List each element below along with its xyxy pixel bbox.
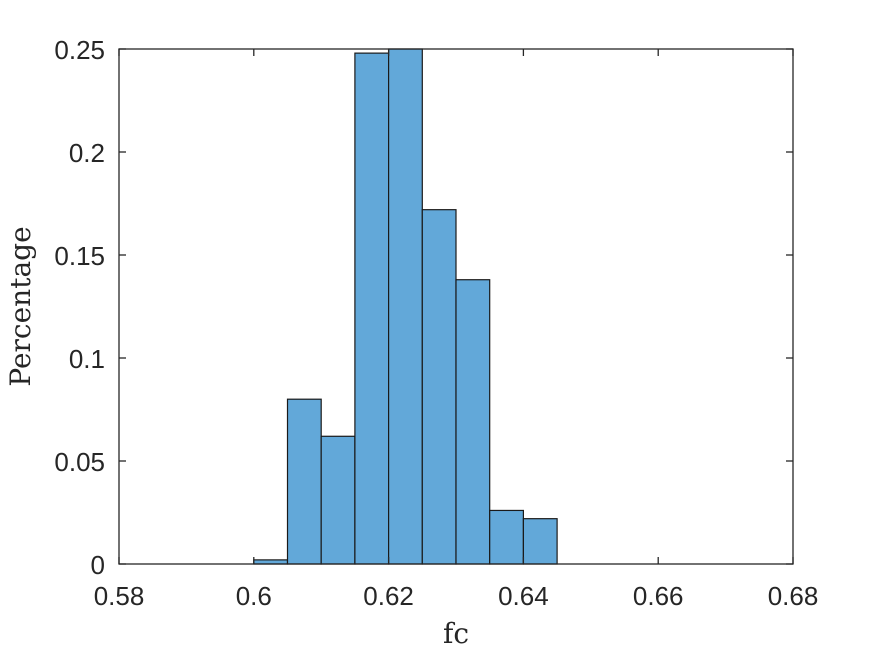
y-tick-label: 0 — [91, 550, 105, 580]
plot-area-frame — [118, 48, 794, 565]
x-tick-labels: 0.58 0.6 0.62 0.64 0.66 0.68 — [94, 581, 819, 611]
x-tick-label: 0.64 — [498, 581, 549, 611]
x-tick-label: 0.66 — [633, 581, 684, 611]
x-tick-label: 0.68 — [768, 581, 819, 611]
histogram-bar-8 — [522, 518, 558, 565]
y-tick-label: 0.1 — [69, 344, 105, 374]
y-tick-label: 0.2 — [69, 138, 105, 168]
y-tick-label: 0.15 — [54, 241, 105, 271]
histogram-bar-2 — [320, 435, 356, 565]
histogram-bar-7 — [489, 509, 525, 565]
y-tick-label: 0.05 — [54, 447, 105, 477]
x-tick-label: 0.62 — [363, 581, 414, 611]
x-tick-label: 0.58 — [94, 581, 145, 611]
ticks-group — [118, 48, 794, 565]
histogram-bar-4 — [388, 48, 423, 565]
y-tick-label: 0.25 — [54, 35, 105, 65]
y-tick-labels: 0 0.05 0.1 0.15 0.2 0.25 — [54, 35, 105, 580]
histogram-bar-1 — [286, 398, 322, 565]
x-axis-title: fc — [443, 617, 469, 650]
histogram-bar-6 — [455, 279, 491, 565]
histogram-bar-3 — [354, 52, 390, 565]
bars-group — [253, 48, 558, 565]
histogram-bar-5 — [421, 209, 457, 565]
y-axis-title: Percentage — [4, 226, 37, 386]
x-tick-label: 0.6 — [236, 581, 272, 611]
